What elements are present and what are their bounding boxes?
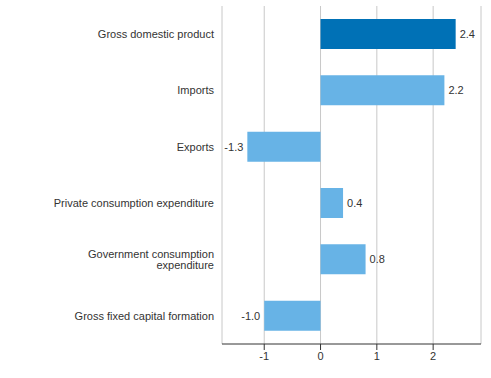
svg-text:0.4: 0.4 — [347, 197, 362, 209]
svg-text:Exports: Exports — [177, 141, 215, 153]
svg-text:2.2: 2.2 — [448, 84, 463, 96]
svg-text:2.4: 2.4 — [460, 28, 475, 40]
svg-text:Gross domestic product: Gross domestic product — [98, 28, 214, 40]
svg-text:Private consumption expenditur: Private consumption expenditure — [54, 197, 214, 209]
svg-text:Government consumptionexpendit: Government consumptionexpenditure — [88, 248, 214, 271]
svg-text:Imports: Imports — [177, 84, 214, 96]
svg-text:Gross fixed capital formation: Gross fixed capital formation — [75, 310, 214, 322]
svg-text:1: 1 — [374, 350, 380, 362]
svg-text:0: 0 — [317, 350, 323, 362]
svg-text:0.8: 0.8 — [370, 253, 385, 265]
svg-text:-1.0: -1.0 — [241, 310, 260, 322]
svg-text:-1: -1 — [259, 350, 269, 362]
svg-text:2: 2 — [430, 350, 436, 362]
svg-text:-1.3: -1.3 — [224, 141, 243, 153]
